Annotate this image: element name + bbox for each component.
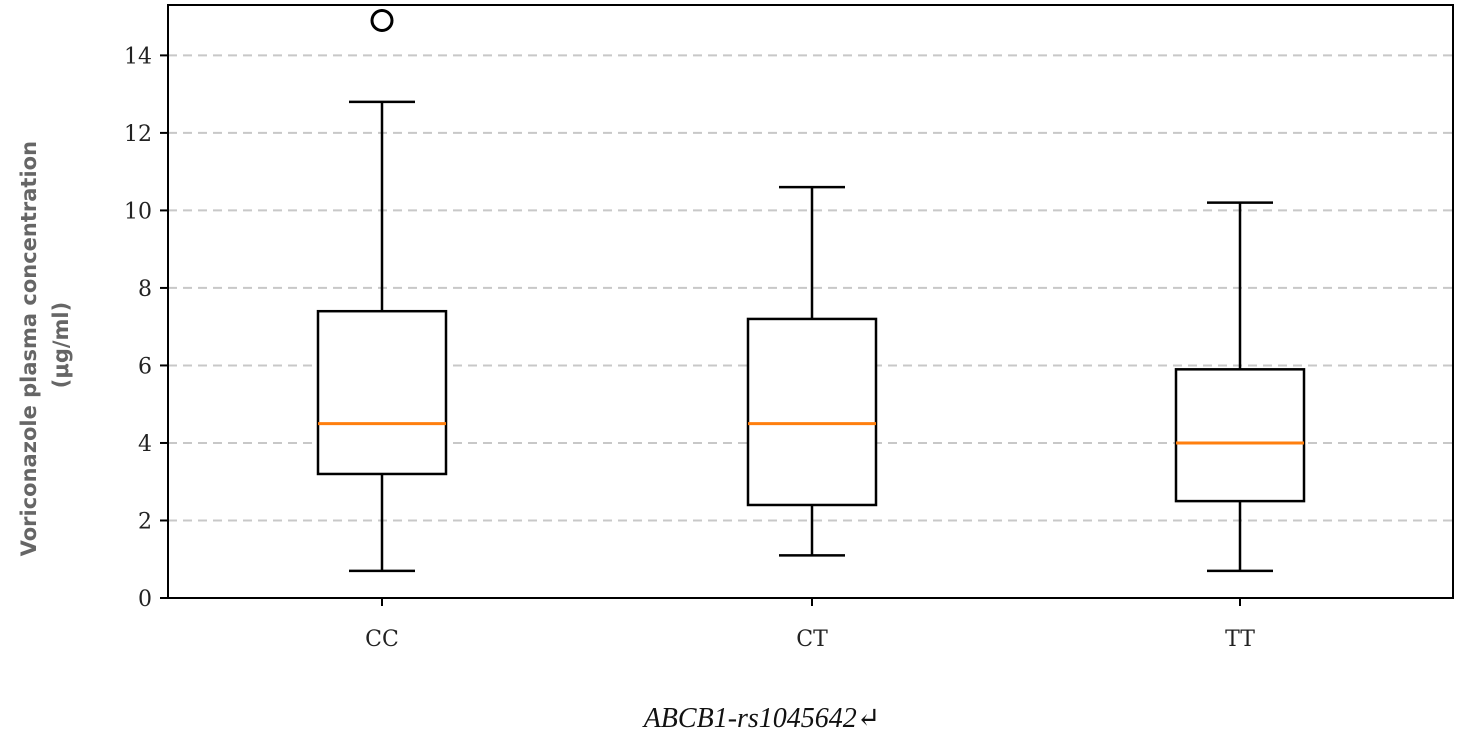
- x-tick-label-cc: CC: [365, 627, 399, 652]
- y-tick-label: 12: [124, 122, 152, 147]
- y-axis-label-line-2: (μg/ml): [49, 302, 73, 388]
- x-tick-label-ct: CT: [796, 627, 828, 652]
- box-series: [316, 9, 1306, 573]
- y-tick-label: 10: [124, 199, 152, 224]
- box-cc: [316, 9, 448, 573]
- x-tick-label-tt: TT: [1225, 627, 1255, 652]
- y-tick-label: 14: [124, 44, 152, 69]
- y-axis-ticks: 0 2 4 6 8 10 12 14: [124, 44, 168, 612]
- y-tick-label: 4: [138, 432, 152, 457]
- x-axis-label: ABCB1-rs1045642↵: [642, 703, 881, 731]
- iqr-box: [746, 317, 878, 507]
- y-axis-label: Voriconazole plasma concentration (μg/ml…: [17, 134, 73, 557]
- box-ct: [746, 185, 878, 557]
- y-tick-label: 6: [138, 354, 152, 379]
- iqr-box: [316, 309, 448, 476]
- box-tt: [1174, 201, 1306, 573]
- y-axis-label-line-1: Voriconazole plasma concentration: [17, 141, 41, 556]
- y-tick-label: 0: [138, 587, 152, 612]
- y-tick-label: 2: [138, 509, 152, 534]
- iqr-box: [1174, 368, 1306, 503]
- plot-area-frame: [167, 4, 1454, 599]
- outlier-point: [370, 9, 394, 33]
- y-tick-label: 8: [138, 277, 152, 302]
- x-axis-ticks: CC CT TT: [365, 598, 1255, 652]
